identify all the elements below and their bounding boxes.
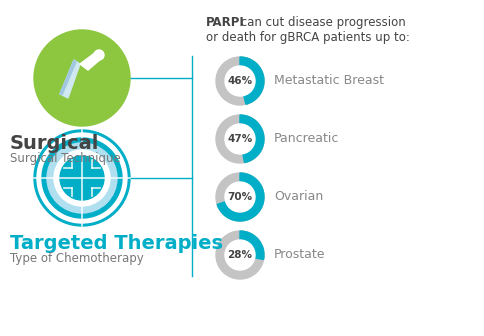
Text: Type of Chemotherapy: Type of Chemotherapy: [10, 252, 144, 265]
Circle shape: [34, 130, 130, 226]
Circle shape: [47, 143, 117, 213]
Text: Pancreatic: Pancreatic: [274, 132, 339, 145]
Wedge shape: [216, 231, 264, 279]
Text: Surgical Technique: Surgical Technique: [10, 152, 121, 165]
Circle shape: [34, 30, 130, 126]
Circle shape: [225, 124, 255, 154]
Text: Prostate: Prostate: [274, 249, 326, 261]
Text: Targeted Therapies: Targeted Therapies: [10, 234, 223, 253]
Wedge shape: [216, 173, 264, 221]
Circle shape: [225, 240, 255, 270]
Polygon shape: [60, 60, 80, 98]
Wedge shape: [240, 115, 264, 163]
Wedge shape: [217, 173, 264, 221]
Circle shape: [225, 182, 255, 212]
Text: can cut disease progression: can cut disease progression: [237, 16, 406, 29]
Text: PARPI: PARPI: [206, 16, 245, 29]
Text: 46%: 46%: [227, 76, 253, 86]
Polygon shape: [80, 52, 102, 70]
Text: Surgical: Surgical: [10, 134, 99, 153]
Circle shape: [225, 66, 255, 96]
Wedge shape: [240, 57, 264, 104]
Text: 28%: 28%: [227, 250, 253, 260]
Polygon shape: [60, 60, 76, 95]
Circle shape: [37, 133, 127, 223]
Wedge shape: [216, 115, 264, 163]
Circle shape: [94, 50, 104, 60]
Wedge shape: [240, 231, 264, 259]
Circle shape: [54, 150, 110, 206]
Wedge shape: [216, 57, 264, 105]
Text: 70%: 70%: [227, 192, 253, 202]
Circle shape: [42, 138, 122, 218]
Circle shape: [60, 156, 104, 200]
Text: 47%: 47%: [227, 134, 253, 144]
Text: Ovarian: Ovarian: [274, 191, 323, 204]
Text: or death for gBRCA patients up to:: or death for gBRCA patients up to:: [206, 31, 410, 44]
Text: Metastatic Breast: Metastatic Breast: [274, 75, 384, 87]
